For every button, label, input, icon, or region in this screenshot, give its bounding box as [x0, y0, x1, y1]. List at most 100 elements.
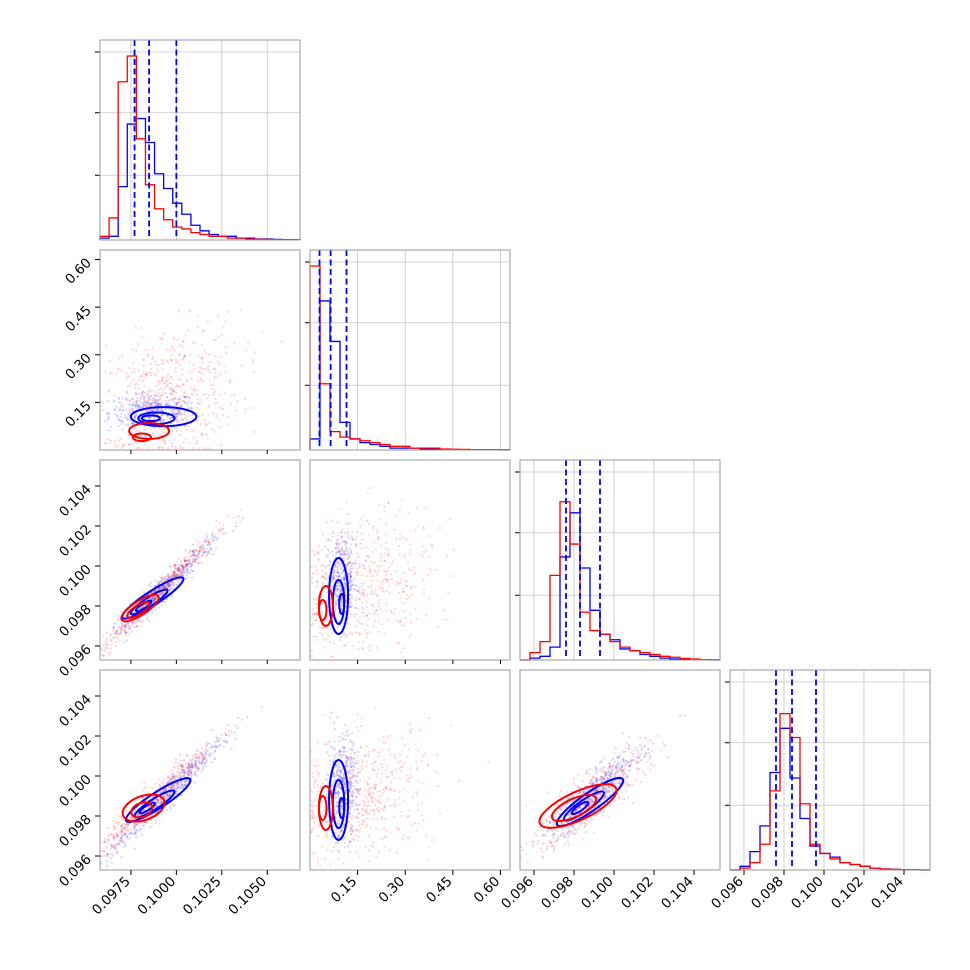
scatter-point	[174, 761, 177, 764]
scatter-point	[334, 593, 337, 596]
scatter-point	[124, 626, 128, 629]
scatter-point	[212, 535, 216, 538]
scatter-point	[161, 446, 164, 449]
scatter-point	[116, 619, 119, 622]
scatter-point	[340, 808, 343, 811]
scatter-point	[351, 664, 353, 666]
scatter-point	[325, 577, 328, 581]
scatter-point	[334, 766, 337, 769]
scatter-point	[131, 443, 135, 446]
scatter-point	[395, 826, 398, 829]
scatter-point	[354, 625, 357, 628]
scatter-point	[201, 551, 205, 554]
scatter-point	[169, 416, 172, 420]
scatter-point	[114, 632, 117, 635]
scatter-point	[197, 371, 200, 374]
scatter-point	[204, 422, 207, 426]
scatter-point	[118, 409, 122, 412]
scatter-point	[154, 598, 157, 601]
scatter-point	[172, 573, 176, 576]
scatter-point	[357, 812, 360, 815]
scatter-point	[172, 587, 175, 590]
scatter-point	[191, 550, 194, 553]
scatter-point	[109, 638, 112, 641]
scatter-point	[313, 571, 316, 574]
scatter-point	[141, 390, 145, 393]
scatter-point	[220, 333, 223, 337]
scatter-point	[334, 606, 337, 610]
scatter-point	[316, 741, 319, 744]
scatter-point	[204, 764, 208, 768]
scatter-point	[230, 729, 233, 732]
scatter-point	[350, 817, 353, 820]
scatter-point	[373, 761, 376, 764]
scatter-point	[352, 615, 356, 618]
scatter-point	[129, 399, 132, 402]
scatter-point	[358, 598, 361, 601]
scatter-point	[122, 819, 125, 822]
scatter-point	[118, 401, 121, 404]
scatter-point	[135, 413, 138, 416]
scatter-point	[172, 775, 175, 778]
scatter-point	[363, 804, 366, 807]
scatter-point	[357, 571, 360, 575]
scatter-point	[338, 548, 341, 551]
scatter-point	[394, 802, 397, 805]
scatter-point	[378, 790, 382, 793]
scatter-point	[162, 601, 165, 604]
scatter-point	[356, 567, 359, 570]
scatter-point	[226, 723, 230, 727]
scatter-point	[349, 577, 352, 580]
scatter-point	[415, 506, 419, 510]
scatter-point	[329, 627, 332, 630]
scatter-point	[348, 579, 352, 582]
scatter-point	[103, 850, 106, 854]
scatter-point	[157, 580, 160, 583]
scatter-point	[372, 625, 375, 628]
scatter-point	[334, 804, 337, 807]
scatter-point	[105, 859, 109, 862]
scatter-point	[170, 772, 173, 775]
scatter-point	[364, 567, 367, 570]
scatter-point	[217, 314, 220, 317]
scatter-point	[388, 788, 392, 792]
scatter-point	[181, 785, 184, 788]
scatter-point	[145, 806, 149, 810]
scatter-point	[383, 786, 386, 789]
scatter-point	[121, 397, 124, 400]
scatter-point	[191, 569, 194, 573]
scatter-point	[126, 419, 129, 422]
scatter-point	[139, 827, 142, 830]
scatter-point	[350, 794, 353, 797]
scatter-point	[350, 791, 353, 794]
scatter-point	[340, 535, 344, 539]
scatter-point	[106, 399, 109, 403]
scatter-point	[334, 841, 337, 845]
scatter-point	[346, 770, 349, 773]
scatter-point	[327, 574, 330, 578]
scatter-point	[185, 415, 188, 419]
scatter-point	[363, 780, 366, 783]
scatter-point	[359, 779, 362, 782]
scatter-point	[149, 592, 152, 595]
scatter-point	[351, 744, 354, 747]
scatter-point	[595, 788, 599, 791]
scatter-point	[368, 787, 371, 790]
scatter-point	[214, 534, 217, 538]
scatter-point	[349, 550, 353, 553]
scatter-point	[193, 389, 196, 392]
scatter-point	[338, 792, 341, 795]
scatter-point	[398, 591, 401, 595]
scatter-point	[331, 550, 334, 553]
scatter-point	[157, 778, 160, 781]
scatter-point	[341, 774, 345, 777]
scatter-point	[393, 816, 396, 819]
scatter-point	[343, 578, 346, 582]
scatter-point	[143, 397, 146, 400]
scatter-point	[380, 748, 384, 752]
scatter-point	[358, 787, 361, 791]
scatter-point	[351, 814, 354, 817]
scatter-point	[337, 534, 340, 537]
scatter-point	[179, 394, 183, 397]
scatter-point	[347, 780, 351, 784]
